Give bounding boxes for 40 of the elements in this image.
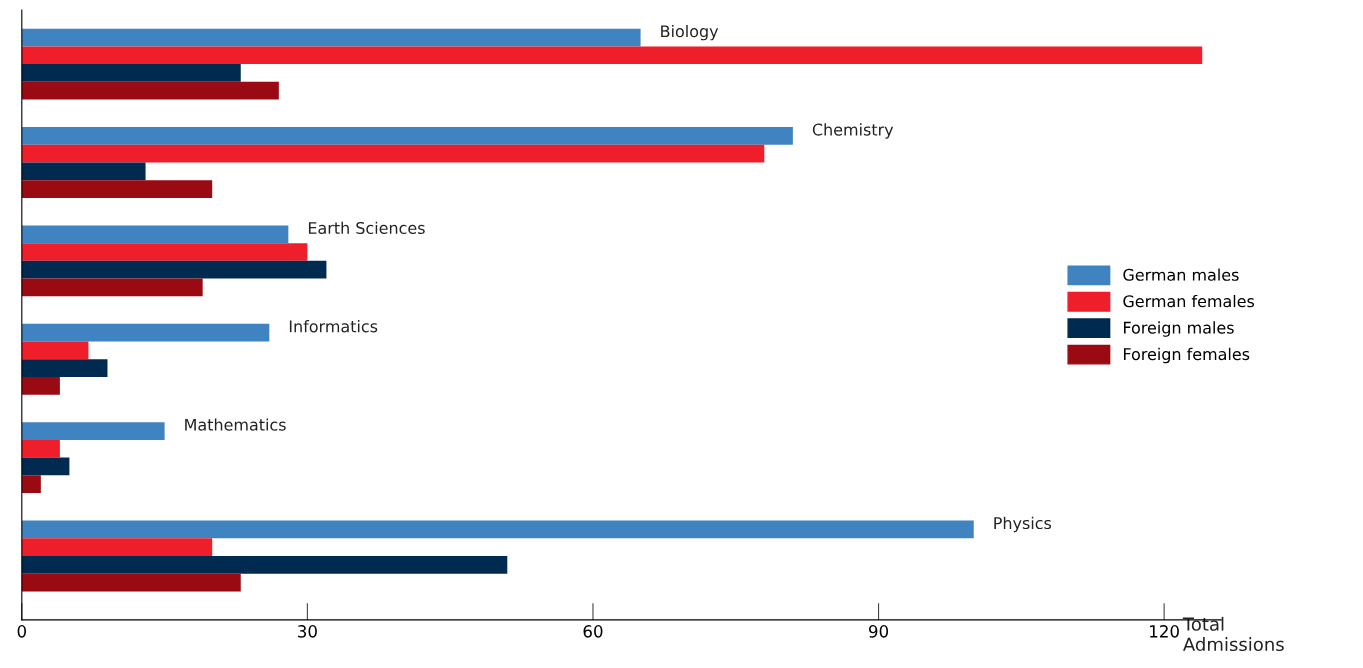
y-tick-label: Mathematics [185,418,286,431]
bar [21,28,641,47]
y-tick-label: Chemistry [812,123,894,139]
bar [21,359,108,377]
bar [21,520,974,539]
legend-label: German females [1123,294,1255,308]
bar [21,162,146,181]
bar [21,243,308,261]
bar [21,555,508,574]
bar [21,260,327,279]
y-tick-label: Earth Sciences [308,221,425,235]
x-tick-label: 120 [1150,625,1179,638]
bar [21,46,1203,65]
bar [21,144,765,163]
bar [21,278,203,297]
bar [21,323,270,342]
bar [21,127,793,145]
legend-label: Foreign females [1124,347,1250,364]
bar [21,457,70,476]
bar [21,475,41,494]
x-tick-label: 30 [298,625,317,638]
legend-label: Foreign males [1124,321,1234,337]
bar [21,225,289,244]
x-tick-label: 0 [17,625,26,638]
bar [21,81,279,100]
bar [21,64,241,82]
bar [21,376,60,395]
bar [21,439,60,458]
x-tick-label: 90 [869,625,889,638]
bar [21,573,241,592]
bar [21,422,165,440]
x-axis-title: Total Admissions [1182,616,1284,652]
y-tick-label: Informatics [289,320,378,333]
bar [21,538,213,556]
bar [21,341,89,360]
y-tick-label: Physics [994,516,1052,533]
bar [21,180,213,198]
x-tick-label: 60 [583,625,603,638]
y-tick-label: Biology [661,24,719,41]
legend-label: German males [1123,268,1239,281]
